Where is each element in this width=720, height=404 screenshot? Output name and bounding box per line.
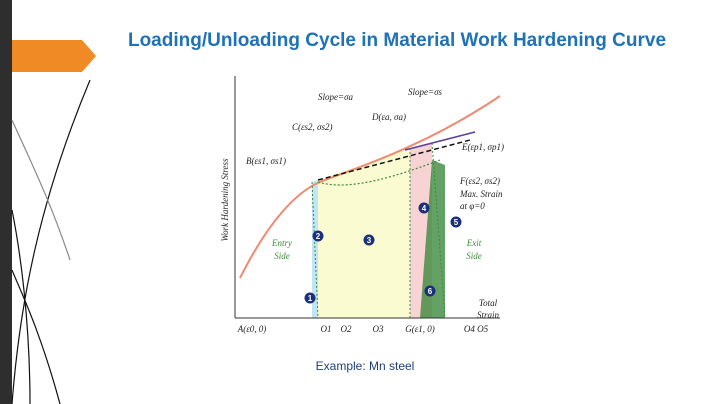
caption: Example: Mn steel <box>316 359 415 373</box>
exit-label: Side <box>466 251 482 261</box>
region-number: 6 <box>428 287 433 296</box>
title-arrow <box>12 40 96 72</box>
axis-point-label: O2 <box>341 324 352 334</box>
region-markers: 1 2 3 4 5 6 <box>304 202 462 304</box>
point-label: E(εp1, σp1) <box>461 142 504 152</box>
axis-point-label: G(ε1, 0) <box>405 324 435 334</box>
diagram: Work Hardening Stress Total Strain Slope… <box>220 76 504 320</box>
purple-line <box>404 131 476 151</box>
axis-point-label: O3 <box>373 324 384 334</box>
y-axis-label: Work Hardening Stress <box>220 158 230 241</box>
region-6 <box>420 160 445 318</box>
region-badge <box>418 202 430 214</box>
region-number: 1 <box>308 294 313 303</box>
axis-point-label: O4 O5 <box>464 324 489 334</box>
point-label: F(εs2, σs2) <box>459 176 500 186</box>
drop-lines <box>311 142 446 319</box>
point-note: at φ=0 <box>460 201 485 211</box>
axis-point-label: O1 <box>321 324 332 334</box>
exit-label: Exit <box>466 238 482 248</box>
side-bar <box>0 0 12 404</box>
hardening-curve <box>239 95 501 279</box>
point-note: Max. Strain <box>459 189 503 199</box>
x-axis-label: Total <box>479 298 498 308</box>
region-badge <box>424 285 436 297</box>
point-label: D(εa, σa) <box>371 112 406 122</box>
region-number: 5 <box>454 218 459 227</box>
region-badge <box>450 216 462 228</box>
region-number: 3 <box>367 236 372 245</box>
title: Loading/Unloading Cycle in Material Work… <box>128 30 666 51</box>
region-badge <box>304 292 316 304</box>
slope-line <box>317 139 471 181</box>
axis-point-label: A(ε0, 0) <box>237 324 267 334</box>
point-label: B(εs1, σs1) <box>246 156 286 166</box>
slope-label: Slope=σs <box>408 87 443 97</box>
region-number: 2 <box>316 232 321 241</box>
region-number: 4 <box>422 204 427 213</box>
decor-curves <box>11 79 91 404</box>
x-axis-label: Strain <box>477 310 500 320</box>
slope-label: Slope=σa <box>318 92 354 102</box>
region-badge <box>312 230 324 242</box>
entry-label: Side <box>274 251 290 261</box>
bottom-labels: A(ε0, 0) O1 O2 O3 G(ε1, 0) O4 O5 <box>237 324 489 334</box>
region-3 <box>318 148 410 318</box>
point-label: C(εs2, σs2) <box>292 122 333 132</box>
entry-label: Entry <box>271 238 292 248</box>
region-badge <box>363 234 375 246</box>
